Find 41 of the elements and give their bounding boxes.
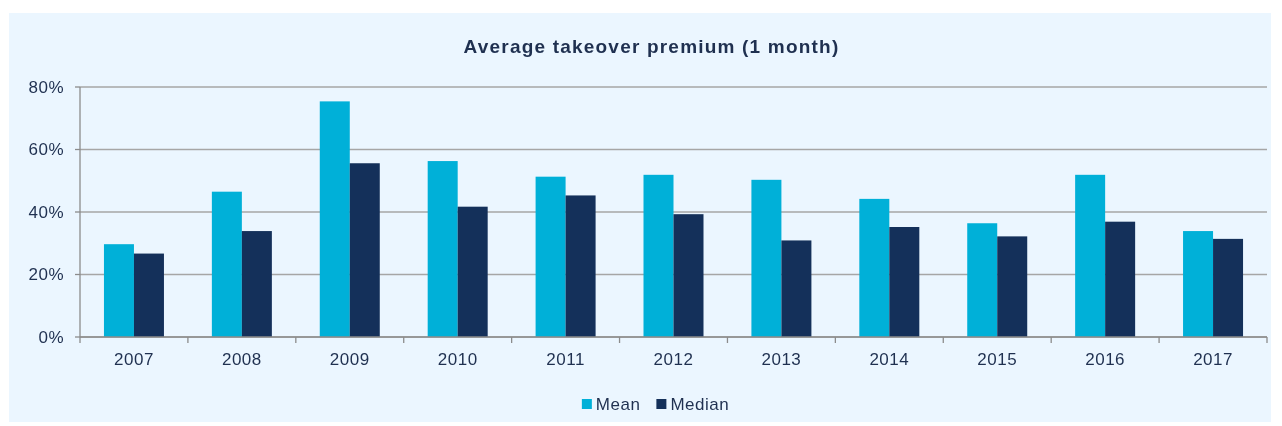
bar bbox=[211, 191, 242, 337]
x-tick-label: 2013 bbox=[761, 349, 802, 369]
bar bbox=[565, 195, 596, 337]
x-tick-label: 2009 bbox=[329, 349, 370, 369]
x-tick-label: 2014 bbox=[869, 349, 910, 369]
x-tick-label: 2017 bbox=[1193, 349, 1233, 369]
bar bbox=[673, 214, 704, 337]
bar bbox=[535, 176, 566, 337]
x-tick-label: 2016 bbox=[1085, 349, 1126, 369]
x-tick-label: 2007 bbox=[114, 349, 154, 369]
x-tick-label: 2015 bbox=[977, 349, 1018, 369]
bar bbox=[319, 101, 350, 337]
y-tick-label: 60% bbox=[28, 140, 64, 160]
chart-title: Average takeover premium (1 month) bbox=[463, 35, 840, 57]
x-tick-label: 2010 bbox=[437, 349, 478, 369]
y-tick-label: 20% bbox=[28, 265, 64, 285]
x-tick-label: 2012 bbox=[653, 349, 694, 369]
bar bbox=[859, 198, 890, 337]
bar bbox=[643, 174, 674, 337]
bar bbox=[751, 179, 782, 337]
bar bbox=[349, 163, 380, 337]
legend-label: Median bbox=[670, 394, 730, 414]
bar bbox=[997, 236, 1028, 337]
bar bbox=[457, 206, 488, 337]
bar bbox=[133, 253, 164, 337]
bar bbox=[1183, 231, 1214, 337]
bar bbox=[1105, 221, 1136, 337]
y-tick-label: 40% bbox=[28, 202, 64, 222]
bar bbox=[781, 240, 812, 337]
bar bbox=[967, 223, 998, 337]
bar bbox=[427, 161, 458, 337]
bar bbox=[241, 231, 272, 337]
bar bbox=[1213, 238, 1244, 337]
y-tick-label: 80% bbox=[28, 77, 64, 97]
bar bbox=[889, 227, 920, 337]
bar bbox=[103, 244, 134, 337]
bar bbox=[1075, 174, 1106, 337]
y-tick-label: 0% bbox=[38, 327, 64, 347]
legend-label: Mean bbox=[595, 394, 641, 414]
x-tick-label: 2008 bbox=[221, 349, 262, 369]
x-tick-label: 2011 bbox=[546, 349, 585, 369]
